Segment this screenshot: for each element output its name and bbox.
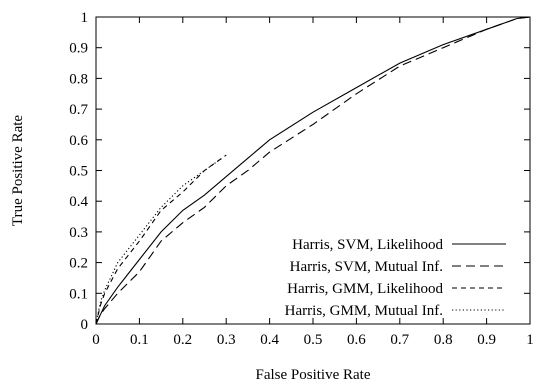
x-tick-label: 0	[92, 332, 100, 348]
y-axis-title: True Positive Rate	[10, 115, 26, 226]
plot-frame	[95, 16, 531, 325]
series-line-1	[95, 16, 531, 325]
x-tick-label: 0.2	[173, 332, 192, 348]
x-tick-label: 0.9	[477, 332, 496, 348]
legend-label-2: Harris, SVM, Mutual Inf.	[290, 259, 443, 275]
y-tick-label: 0.3	[69, 225, 88, 241]
y-tick-label: 0.8	[69, 71, 88, 87]
y-tick-label: 0.4	[69, 194, 88, 210]
x-tick-label: 0.4	[260, 332, 279, 348]
x-tick-label: 0.5	[304, 332, 323, 348]
x-tick-label: 0.1	[130, 332, 149, 348]
y-tick-label: 0.6	[69, 133, 88, 149]
x-tick-label: 0.6	[347, 332, 366, 348]
series-line-2	[95, 16, 531, 325]
legend-label-1: Harris, SVM, Likelihood	[292, 237, 443, 253]
legend-label-4: Harris, GMM, Mutual Inf.	[285, 303, 443, 319]
y-tick-label: 0.1	[69, 286, 88, 302]
x-axis-title: False Positive Rate	[256, 367, 371, 383]
legend-label-3: Harris, GMM, Likelihood	[287, 281, 443, 297]
y-tick-label: 0.9	[69, 41, 88, 57]
y-tick-label: 1	[81, 10, 89, 26]
x-tick-label: 0.8	[434, 332, 453, 348]
x-tick-label: 0.3	[217, 332, 236, 348]
y-tick-label: 0.2	[69, 256, 88, 272]
x-tick-label: 1	[526, 332, 534, 348]
series-line-4	[95, 157, 223, 325]
series-layer	[95, 16, 531, 325]
series-line-3	[95, 154, 227, 325]
y-tick-label: 0.7	[69, 102, 88, 118]
x-tick-label: 0.7	[390, 332, 409, 348]
legend: Harris, SVM, Likelihood Harris, SVM, Mutu…	[285, 237, 506, 319]
ticks-layer: 0 0.1 0.2 0.3 0.4 0.5 0.6 0.7 0.8 0.9 1 0 0.1 0.2 0.3 0…	[69, 10, 534, 348]
y-tick-label: 0	[81, 317, 89, 333]
y-tick-label: 0.5	[69, 164, 88, 180]
